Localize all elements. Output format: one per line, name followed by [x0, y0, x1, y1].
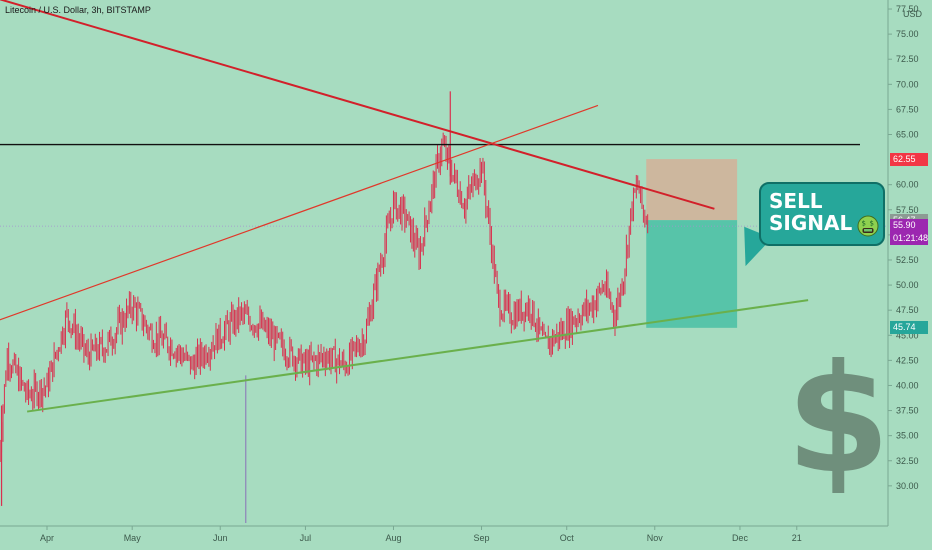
y-tick-label: 75.00: [896, 29, 919, 39]
sell-signal-callout[interactable]: SELL SIGNAL $ $: [759, 182, 885, 246]
x-tick-label: Dec: [732, 533, 749, 543]
descending-trendline[interactable]: [0, 0, 715, 210]
x-tick-label: Oct: [560, 533, 575, 543]
x-tick-label: Jul: [300, 533, 312, 543]
x-tick-label: Apr: [40, 533, 54, 543]
callout-text: SELL SIGNAL: [769, 190, 852, 234]
y-tick-label: 52.50: [896, 255, 919, 265]
y-tick-label: 67.50: [896, 104, 919, 114]
price-tag: 55.90: [890, 219, 928, 233]
y-tick-label: 47.50: [896, 305, 919, 315]
dollar-watermark: $: [786, 333, 891, 507]
y-unit-label: USD: [903, 9, 923, 19]
x-tick-label: Sep: [474, 533, 490, 543]
svg-text:$: $: [862, 220, 866, 228]
x-tick-label: May: [124, 533, 142, 543]
y-tick-label: 65.00: [896, 130, 919, 140]
y-tick-label: 30.00: [896, 481, 919, 491]
y-tick-label: 45.00: [896, 330, 919, 340]
take-profit-zone[interactable]: [646, 220, 738, 328]
y-tick-label: 77.50: [896, 4, 919, 14]
y-tick-label: 32.50: [896, 456, 919, 466]
svg-text:$: $: [870, 220, 874, 228]
callout-line-2: SIGNAL: [769, 211, 853, 235]
y-tick-label: 40.00: [896, 380, 919, 390]
chart-title: Litecoin / U.S. Dollar, 3h, BITSTAMP: [5, 5, 151, 15]
x-tick-label: Nov: [647, 533, 664, 543]
y-tick-label: 60.00: [896, 180, 919, 190]
y-tick-label: 70.00: [896, 79, 919, 89]
stop-loss-zone[interactable]: [646, 159, 738, 221]
callout-line-1: SELL: [769, 189, 823, 213]
x-tick-label: Aug: [385, 533, 401, 543]
price-tag: 01:21:48: [890, 232, 928, 246]
y-tick-label: 50.00: [896, 280, 919, 290]
money-mouth-face-icon: $ $: [857, 215, 879, 237]
price-tag: 45.74: [890, 321, 928, 335]
y-tick-label: 57.50: [896, 205, 919, 215]
rising-trendline[interactable]: [0, 104, 599, 321]
y-tick-label: 37.50: [896, 406, 919, 416]
y-tick-label: 72.50: [896, 54, 919, 64]
plot-background: [0, 0, 888, 526]
support-trendline[interactable]: [26, 299, 809, 413]
y-tick-label: 42.50: [896, 355, 919, 365]
x-tick-label: Jun: [213, 533, 228, 543]
price-tag: 62.55: [890, 152, 928, 166]
y-tick-label: 35.00: [896, 431, 919, 441]
x-tick-label: 21: [792, 533, 802, 543]
